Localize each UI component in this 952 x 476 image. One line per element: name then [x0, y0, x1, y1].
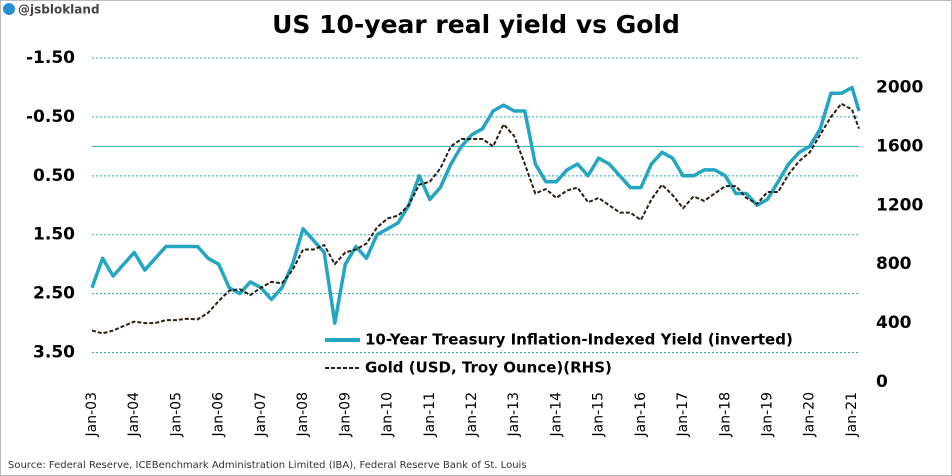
x-tick-label: Jan-10 — [380, 392, 396, 437]
series-line — [91, 102, 860, 335]
x-tick-label: Jan-14 — [548, 392, 564, 438]
x-tick-label: Jan-07 — [253, 392, 269, 437]
x-tick-label: Jan-18 — [717, 392, 733, 437]
y2-tick-label: 800 — [876, 254, 912, 274]
x-tick-label: Jan-21 — [844, 392, 860, 437]
y-tick-label: -1.50 — [26, 48, 75, 68]
x-tick-label: Jan-11 — [422, 392, 438, 437]
x-tick-label: Jan-17 — [675, 392, 691, 437]
y2-tick-label: 1200 — [876, 195, 923, 215]
y-tick-label: -0.50 — [26, 107, 75, 127]
x-tick-label: Jan-15 — [591, 392, 607, 437]
x-tick-label: Jan-09 — [337, 392, 353, 437]
legend-label: Gold (USD, Troy Ounce)(RHS) — [365, 359, 612, 377]
y-tick-label: 1.50 — [33, 225, 75, 245]
watermark-icon — [3, 3, 15, 15]
watermark: @jsblokland — [18, 3, 100, 17]
x-tick-label: Jan-03 — [84, 392, 100, 437]
x-tick-label: Jan-12 — [464, 392, 480, 437]
source: Source: Federal Reserve, ICEBenchmark Ad… — [8, 460, 527, 471]
chart-title: US 10-year real yield vs Gold — [272, 10, 680, 39]
y2-tick-label: 2000 — [876, 77, 923, 97]
y2-tick-label: 0 — [876, 372, 888, 392]
x-tick-label: Jan-04 — [126, 392, 142, 438]
x-tick-label: Jan-08 — [295, 392, 311, 437]
x-tick-label: Jan-13 — [506, 392, 522, 437]
x-tick-label: Jan-19 — [760, 392, 776, 437]
x-tick-label: Jan-20 — [802, 392, 818, 437]
legend-label: 10-Year Treasury Inflation-Indexed Yield… — [365, 331, 793, 349]
x-tick-label: Jan-06 — [211, 392, 227, 438]
y2-tick-label: 400 — [876, 313, 912, 333]
y2-tick-label: 1600 — [876, 136, 923, 156]
y-tick-label: 3.50 — [33, 343, 75, 363]
x-tick-label: Jan-05 — [168, 392, 184, 437]
y-tick-label: 0.50 — [33, 166, 75, 186]
series-line — [90, 85, 861, 325]
y-tick-label: 2.50 — [33, 284, 75, 304]
x-tick-label: Jan-16 — [633, 392, 649, 438]
